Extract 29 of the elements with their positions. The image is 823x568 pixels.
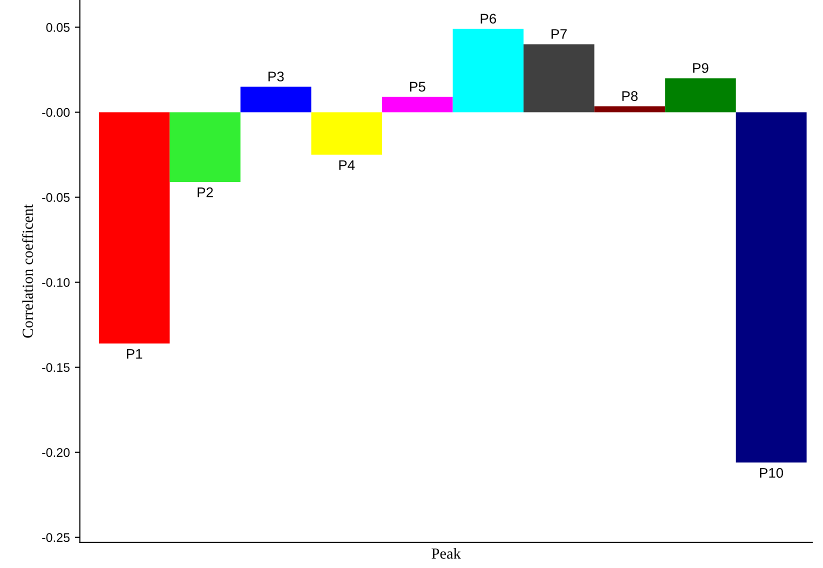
bar [452,28,524,112]
x-tick-label: P5 [410,82,426,92]
y-axis-title: Correlation coefficent [22,204,33,338]
y-tick-label: 0.05 [46,23,70,32]
y-tick-label: -0.00 [42,108,70,117]
bar [382,96,453,112]
x-tick-label: P1 [126,349,142,359]
bar [311,112,382,155]
y-tick-label: -0.05 [42,193,70,202]
x-tick-label: P6 [480,14,496,24]
y-tick-label: -0.20 [42,448,70,457]
bar [240,86,312,112]
x-axis-title: Peak [432,548,461,559]
x-tick-label: P9 [693,63,708,73]
x-tick-label: P2 [198,187,213,198]
y-tick-label: -0.25 [42,533,70,542]
x-tick-label: P3 [268,72,284,82]
bar [736,112,807,463]
bar [665,78,736,112]
bar [98,112,170,344]
bar [170,112,240,182]
y-tick-label: -0.10 [42,278,70,287]
x-tick-label: P8 [622,91,638,101]
x-tick-label: P4 [339,160,355,170]
x-tick-label: P10 [760,468,784,478]
bar [524,44,594,112]
x-tick-label: P7 [552,29,567,39]
y-tick-label: -0.15 [42,363,70,372]
bar [594,106,666,112]
